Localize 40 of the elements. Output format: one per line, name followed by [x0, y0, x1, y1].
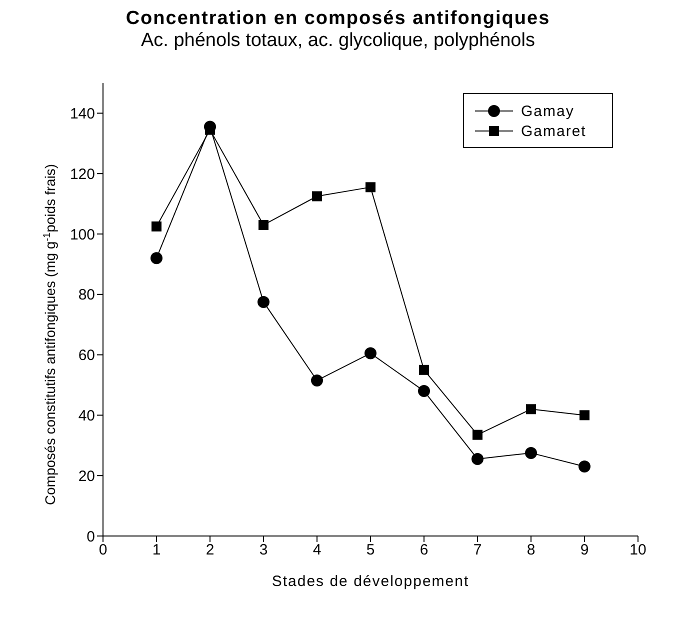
x-tick-label: 7: [473, 542, 482, 559]
x-tick-label: 10: [630, 542, 646, 559]
chart-subtitle: Ac. phénols totaux, ac. glycolique, polyphénols: [140, 30, 536, 52]
x-tick-label: 5: [366, 542, 375, 559]
point: [525, 446, 537, 459]
point: [258, 296, 270, 308]
x-tick-label: 0: [98, 542, 108, 559]
x-tick-label: 6: [420, 542, 428, 559]
y-tick-label: 120: [70, 166, 95, 183]
point: [526, 404, 536, 414]
y-tick-label: 0: [86, 528, 95, 546]
legend-label: Gamaret: [521, 123, 586, 140]
chart-title: Concentration en composés antifongiques: [124, 8, 552, 30]
point: [150, 252, 162, 264]
y-tick-label: 80: [78, 286, 95, 304]
point: [364, 347, 376, 360]
x-tick-label: 1: [152, 542, 161, 559]
x-tick-label: 9: [580, 542, 589, 559]
y-tick-label: 140: [70, 106, 95, 123]
y-tick-label: 100: [70, 226, 95, 244]
x-tick-label: 3: [259, 542, 268, 559]
point: [258, 220, 268, 230]
point: [311, 374, 323, 386]
y-tick-label: 20: [78, 468, 95, 485]
x-axis-title: Stades de développement: [272, 573, 470, 590]
x-tick-label: 4: [312, 542, 322, 559]
point: [419, 364, 429, 375]
y-tick-label: 40: [78, 408, 95, 425]
point: [366, 182, 376, 192]
legend-label: Gamay: [521, 103, 574, 120]
point: [578, 460, 590, 473]
point: [472, 452, 484, 465]
x-tick-label: 2: [206, 542, 214, 559]
y-tick-label: 60: [78, 347, 95, 364]
point: [418, 385, 430, 398]
point: [152, 221, 162, 232]
x-tick-label: 8: [526, 542, 536, 559]
point: [472, 430, 482, 440]
point: [312, 191, 322, 202]
point: [580, 410, 590, 420]
